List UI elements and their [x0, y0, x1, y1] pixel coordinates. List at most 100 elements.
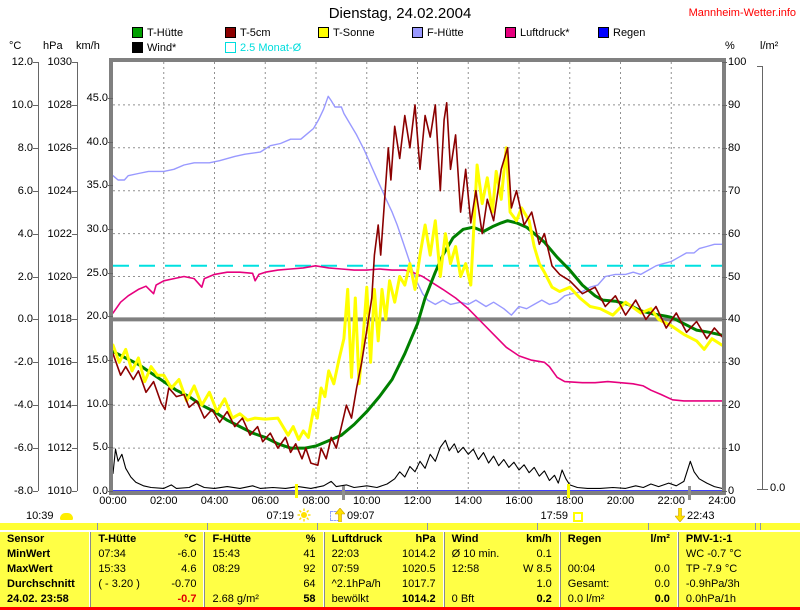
kmh-tick-label: 30.0: [86, 222, 108, 235]
axis-tick-mark: [72, 448, 77, 450]
sunrise-time-label: 07:19: [266, 510, 294, 522]
table-cell: 15:33 4.6: [91, 562, 203, 577]
cell-text-left: 0 Bft: [451, 593, 475, 605]
sunset-tick: [567, 484, 570, 498]
cell-text-left: 2.68 g/m²: [212, 593, 259, 605]
axis-tick-mark: [33, 362, 38, 364]
hpa-tick-label: 1010: [47, 485, 72, 497]
celsius-tick-label: -8.0: [14, 485, 33, 497]
cell-text-left: Gesamt:: [567, 578, 610, 590]
cell-value-right: [793, 547, 800, 562]
axis-tick-mark: [33, 319, 38, 321]
axis-tick-mark: [722, 448, 727, 450]
legend-item-2-5-monat-: 2.5 Monat-Ø: [225, 41, 302, 54]
series-f-h-tte: [113, 95, 722, 316]
cell-text-left: 00:04: [567, 563, 596, 575]
page-title: Dienstag, 24.02.2004: [328, 5, 472, 22]
axis-unit-lm2: l/m²: [760, 40, 779, 52]
cell-value-right: 64: [303, 578, 316, 590]
axis-tick-mark: [72, 405, 77, 407]
celsius-tick-label: 0.0: [17, 313, 33, 326]
cell-text-left: Luftdruck: [331, 533, 383, 545]
axis-tick-mark: [33, 190, 38, 192]
percent-tick-label: 30: [728, 356, 741, 369]
axis-tick-mark: [72, 233, 77, 235]
cell-value-right: 58: [303, 593, 316, 605]
table-cell: PMV-1:-1: [679, 532, 800, 547]
stats-column-regen: Regen l/m² 00:04 0.0 Gesamt: 0.0 0.0 l/m² 0.0: [559, 532, 677, 607]
cell-text-left: 0.0 l/m²: [567, 593, 605, 605]
table-cell: 64: [205, 577, 322, 592]
table-cell: 15:43 41: [205, 547, 322, 562]
separator-strip: [0, 523, 800, 530]
cell-text-left: [561, 547, 568, 562]
time-tick-label: 14:00: [454, 495, 483, 507]
axis-tick-mark: [72, 147, 77, 149]
cell-value-right: 0.2: [536, 593, 552, 605]
axis-tick-mark: [108, 228, 113, 230]
percent-tick-label: 70: [728, 184, 741, 197]
cell-text-left: 07:59: [331, 563, 360, 575]
axis-tick-mark: [72, 276, 77, 278]
axis-tick-mark: [108, 141, 113, 143]
axis-tick-mark: [33, 62, 38, 63]
axis-tick-mark: [108, 403, 113, 405]
cell-value-right: 1017.7: [402, 578, 436, 590]
stats-column-pmv-1-1: PMV-1:-1 WC -0.7 °C TP -7.9 °C -0.9hPa/3h 0.…: [677, 532, 800, 607]
cell-text-left: [445, 577, 452, 592]
axis-unit-kmh: km/h: [76, 40, 100, 52]
axis-tick-mark: [33, 405, 38, 407]
cell-value-right: [82, 562, 89, 577]
celsius-tick-label: 6.0: [17, 184, 33, 197]
cell-value-right: 92: [303, 563, 316, 575]
legend-item-luftdruck-: Luftdruck*: [505, 27, 570, 39]
sunset-time-label: 17:59: [540, 510, 568, 522]
legend-item-t-5cm: T-5cm: [225, 27, 271, 39]
hpa-tick-label: 1028: [47, 98, 72, 111]
cell-text-left: 24.02. 23:58: [7, 593, 69, 605]
cell-text-left: Regen: [567, 533, 602, 545]
down-time-label: 22:43: [687, 510, 715, 522]
time-tick-label: 16:00: [505, 495, 533, 507]
hpa-tick-label: 1030: [47, 56, 72, 68]
stats-column-f-h-tte: F-Hütte% 15:43 41 08:29 92 64 2.68 g/m² 58: [204, 532, 323, 607]
cell-value-right: [793, 562, 800, 577]
time-tick-label: 04:00: [200, 495, 229, 507]
series-t-5cm: [113, 101, 722, 467]
table-cell: 12:58 W 8.5: [445, 562, 559, 577]
strip-divider: [537, 523, 538, 530]
legend-row-2: Wind* 2.5 Monat-Ø: [0, 42, 800, 54]
legend-item-regen: Regen: [598, 27, 645, 39]
cell-text-left: 22:03: [331, 548, 360, 560]
cell-value-right: 0.1: [536, 548, 552, 560]
table-cell: 07:59 1020.5: [325, 562, 443, 577]
axis-tick-mark: [108, 272, 113, 274]
kmh-tick-label: 20.0: [86, 310, 108, 323]
cell-value-right: [793, 532, 800, 547]
legend-swatch-icon: [598, 27, 609, 38]
cell-text-left: Durchschnitt: [7, 578, 75, 590]
axis-tick-mark: [108, 316, 113, 318]
cell-text-left: MaxWert: [7, 563, 53, 575]
lm2-axis-line: [762, 66, 763, 490]
table-cell: 0 Bft 0.2: [445, 592, 559, 607]
legend-swatch-icon: [318, 27, 329, 38]
cell-text-left: [91, 592, 98, 607]
axis-tick-mark: [722, 405, 727, 407]
cell-value-right: 41: [303, 548, 316, 560]
axis-tick-mark: [72, 62, 77, 63]
axis-tick-mark: [108, 491, 113, 492]
table-cell: T-Hütte °C: [91, 532, 203, 547]
legend-label: 2.5 Monat-Ø: [240, 41, 302, 54]
celsius-tick-label: -4.0: [14, 399, 33, 412]
legend-item-wind-: Wind*: [132, 42, 176, 54]
table-cell: WC -0.7 °C: [679, 547, 800, 562]
lm2-axis-top-tick: [757, 66, 763, 67]
table-cell: TP -7.9 °C: [679, 562, 800, 577]
site-link[interactable]: Mannheim-Wetter.info: [688, 7, 796, 19]
axis-tick-mark: [72, 104, 77, 106]
axis-tick-mark: [33, 233, 38, 235]
hpa-tick-label: 1018: [47, 313, 72, 326]
legend-item-f-h-tte: F-Hütte: [412, 26, 464, 39]
legend-label: F-Hütte: [427, 26, 464, 39]
